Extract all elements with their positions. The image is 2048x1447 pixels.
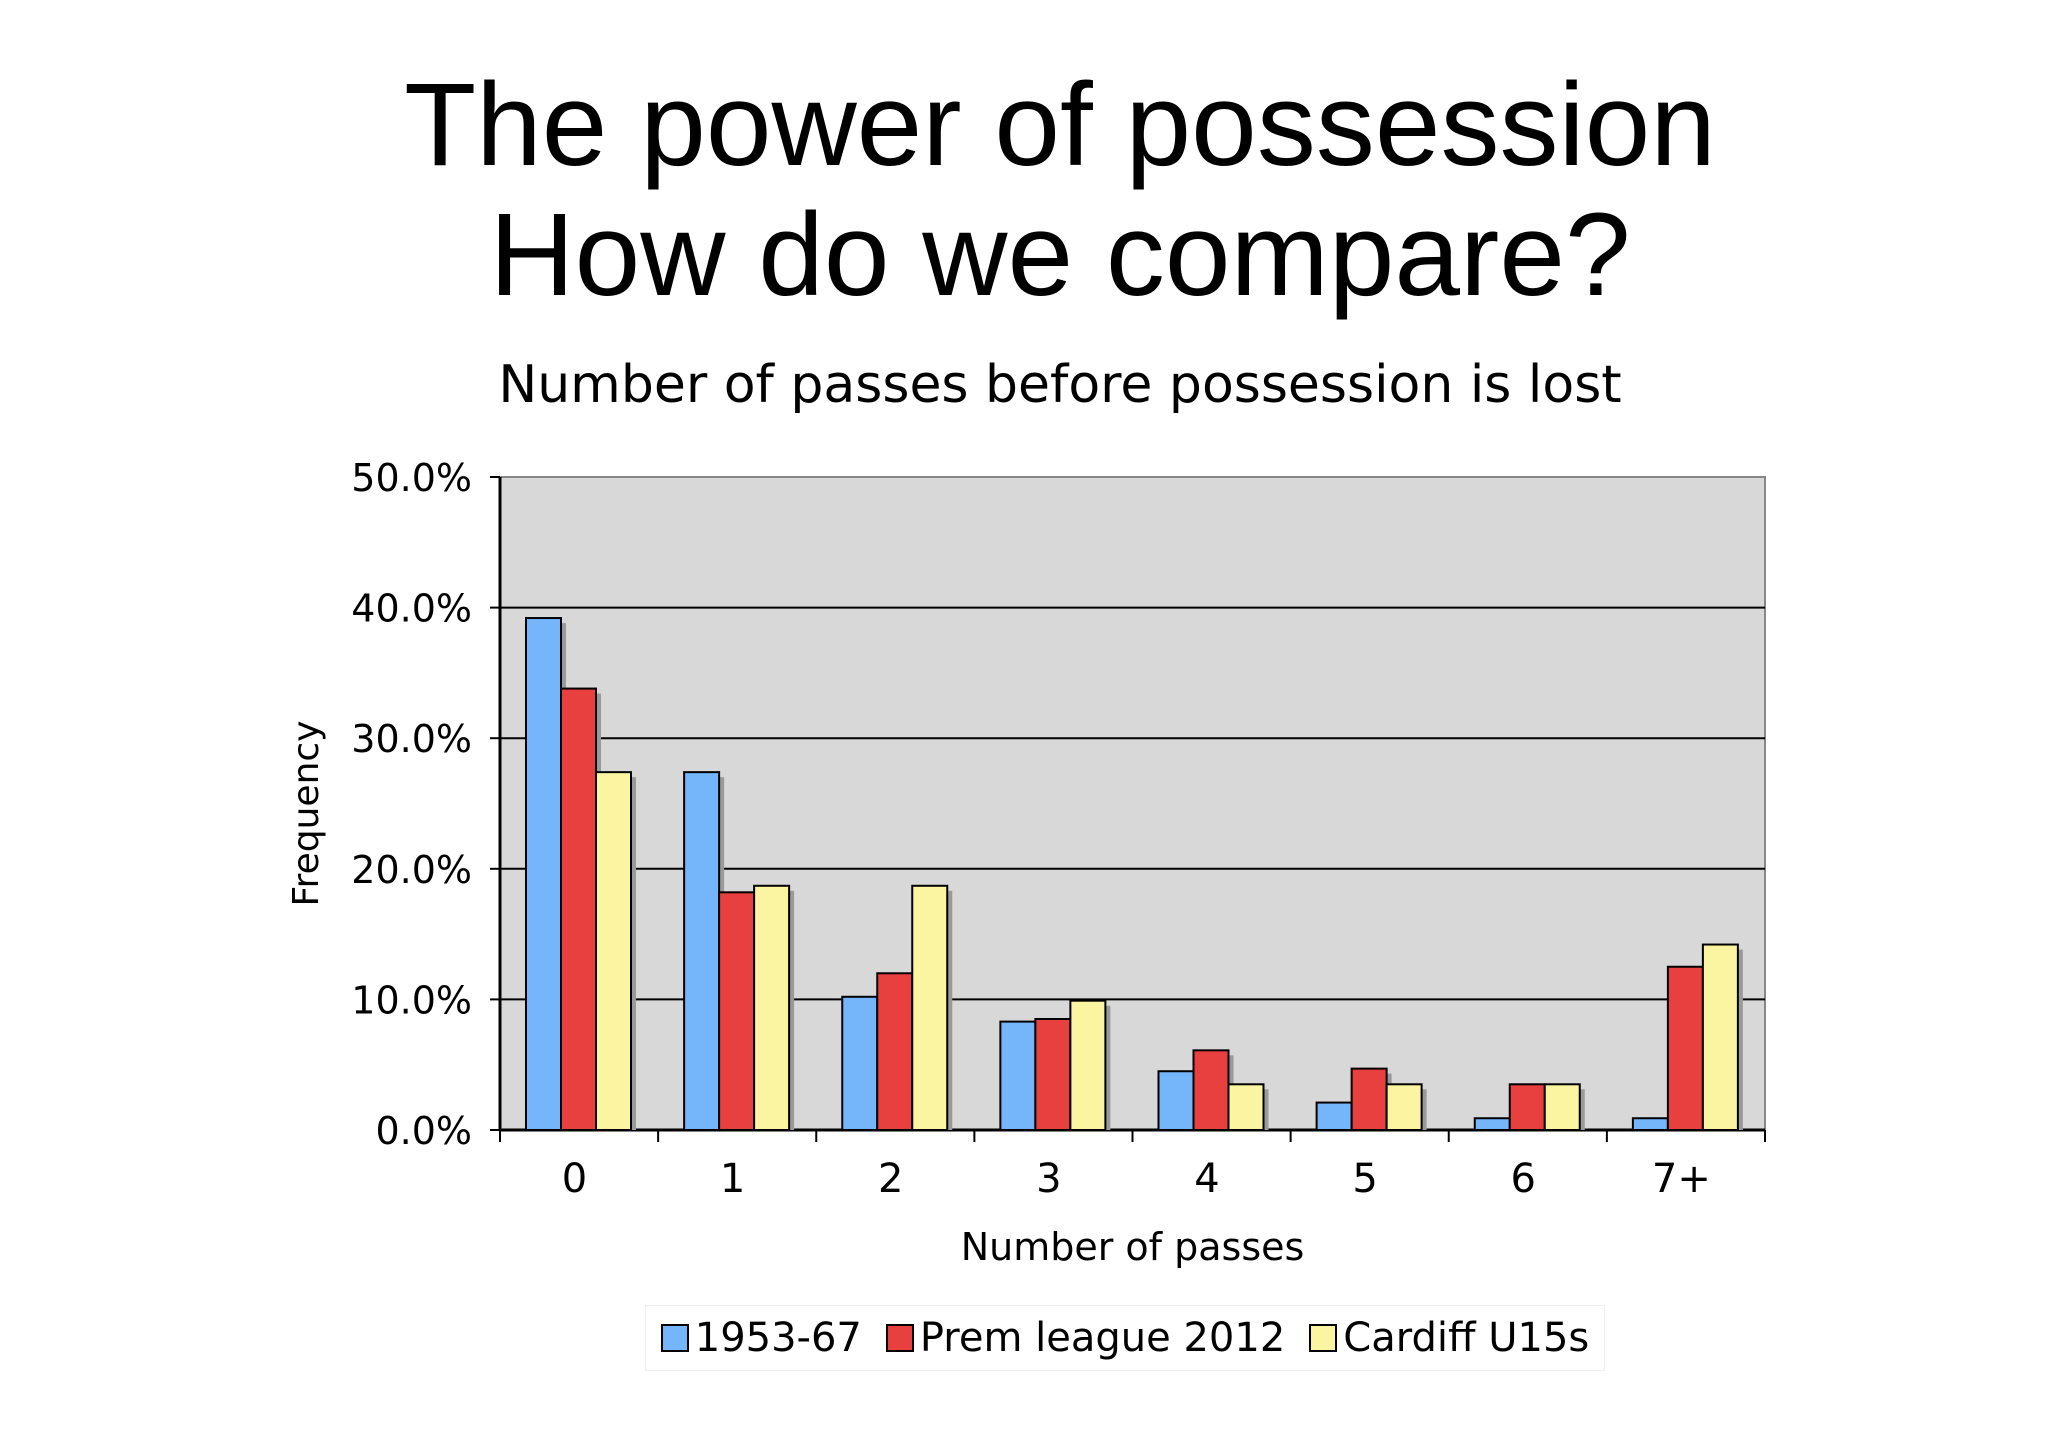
legend-swatch-prem-league-2012 <box>885 1324 914 1352</box>
x-tick-label: 5 <box>1352 1156 1377 1202</box>
y-axis-label: Frequency <box>286 721 327 907</box>
x-tick-label: 6 <box>1511 1156 1536 1202</box>
bar-1-cardiff-u15s <box>753 884 791 1132</box>
legend-item-1953-67: 1953-67 <box>660 1315 862 1361</box>
bar-4-1953-67 <box>1157 1070 1195 1131</box>
bar-7plus-1953-67 <box>1631 1117 1669 1131</box>
x-tick-label: 7+ <box>1652 1156 1711 1202</box>
bar-5-1953-67 <box>1315 1101 1353 1131</box>
legend-label-cardiff-u15s: Cardiff U15s <box>1343 1315 1590 1361</box>
y-tick-label: 40.0% <box>351 587 472 631</box>
bar-2-1953-67 <box>841 995 879 1132</box>
slide-title-line1: The power of possession <box>404 59 1716 191</box>
bar-2-prem-league-2012 <box>876 972 914 1132</box>
bar-7plus-prem-league-2012 <box>1666 965 1704 1131</box>
legend-swatch-1953-67 <box>660 1324 689 1352</box>
x-axis-label: Number of passes <box>961 1225 1305 1269</box>
bar-6-1953-67 <box>1473 1117 1511 1131</box>
bar-5-prem-league-2012 <box>1350 1067 1388 1132</box>
bar-0-cardiff-u15s <box>595 771 632 1131</box>
x-tick-label: 1 <box>720 1156 745 1202</box>
y-tick-label: 0.0% <box>375 1109 472 1153</box>
x-tick-label: 4 <box>1194 1156 1219 1202</box>
legend-item-prem-league-2012: Prem league 2012 <box>885 1315 1286 1361</box>
legend-swatch-cardiff-u15s <box>1309 1324 1338 1352</box>
x-tick-label: 2 <box>878 1156 903 1202</box>
bar-2-cardiff-u15s <box>911 884 949 1132</box>
bar-0-prem-league-2012 <box>560 687 597 1132</box>
chart-title: Number of passes before possession is lo… <box>498 355 1622 415</box>
bar-0-1953-67 <box>525 617 562 1131</box>
y-tick-label: 50.0% <box>351 456 472 500</box>
bar-1-1953-67 <box>683 771 721 1131</box>
legend-item-cardiff-u15s: Cardiff U15s <box>1309 1315 1589 1361</box>
y-tick-label: 10.0% <box>351 978 472 1022</box>
y-tick-label: 20.0% <box>351 848 472 892</box>
bar-6-cardiff-u15s <box>1543 1083 1581 1132</box>
x-tick-label: 3 <box>1036 1156 1061 1202</box>
x-tick-label: 0 <box>562 1156 587 1202</box>
bar-5-cardiff-u15s <box>1385 1083 1423 1132</box>
bar-6-prem-league-2012 <box>1508 1083 1546 1132</box>
legend-label-1953-67: 1953-67 <box>694 1315 862 1361</box>
legend-label-prem-league-2012: Prem league 2012 <box>919 1315 1286 1361</box>
bar-3-prem-league-2012 <box>1034 1017 1072 1131</box>
bar-4-prem-league-2012 <box>1192 1049 1230 1131</box>
bar-1-prem-league-2012 <box>718 891 756 1131</box>
bar-3-cardiff-u15s <box>1069 999 1107 1131</box>
chart-legend: 1953-67 Prem league 2012 Cardiff U15s <box>645 1305 1605 1371</box>
slide-title: The power of possession How do we compar… <box>0 60 2048 320</box>
y-tick-label: 30.0% <box>351 717 472 761</box>
bar-4-cardiff-u15s <box>1227 1083 1265 1132</box>
bar-3-1953-67 <box>999 1020 1037 1131</box>
slide-title-line2: How do we compare? <box>489 189 1631 321</box>
bar-7plus-cardiff-u15s <box>1701 943 1739 1131</box>
